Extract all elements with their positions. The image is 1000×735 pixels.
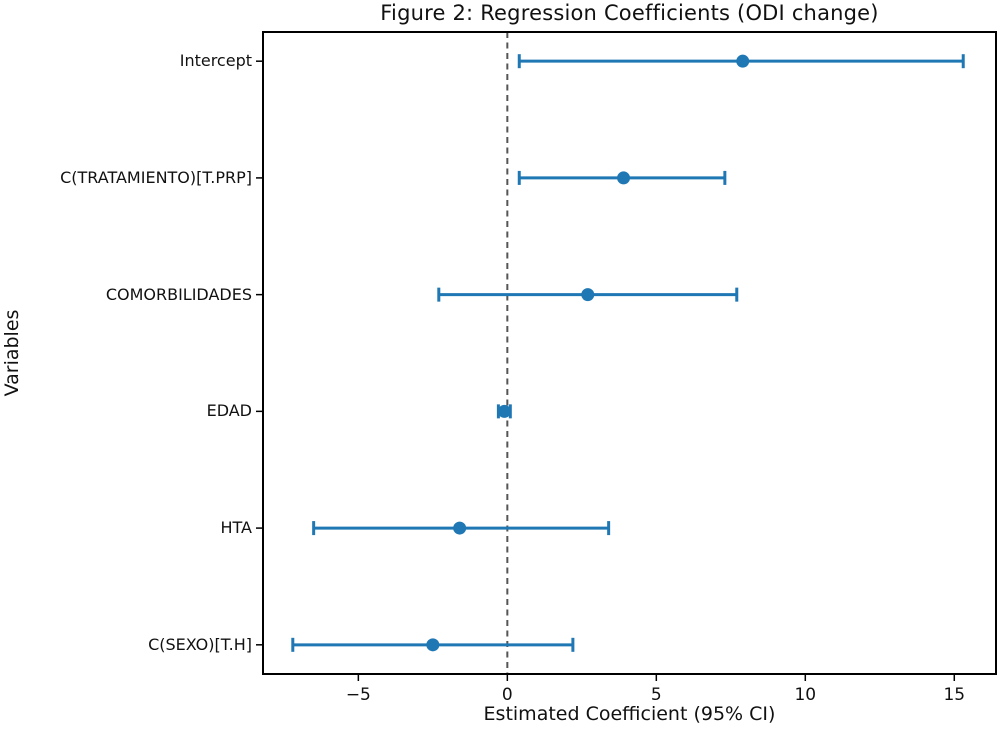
data-point-2 <box>581 288 595 302</box>
data-point-3 <box>497 404 511 418</box>
y-tick-label-1: C(TRATAMIENTO)[T.PRP] <box>60 167 252 187</box>
plot-border <box>262 31 997 675</box>
x-axis-label: Estimated Coefficient (95% CI) <box>483 703 776 725</box>
data-point-1 <box>617 171 631 185</box>
y-tick-label-0: Intercept <box>179 51 252 71</box>
x-tick-label-3: 10 <box>794 685 817 705</box>
x-tick-label-2: 5 <box>650 685 662 705</box>
x-tick-label-4: 15 <box>943 685 966 705</box>
y-axis-label: Variables <box>1 309 23 397</box>
data-point-5 <box>426 638 440 652</box>
y-tick-label-5: C(SEXO)[T.H] <box>148 634 252 654</box>
data-point-4 <box>453 521 467 535</box>
chart-title: Figure 2: Regression Coefficients (ODI c… <box>380 1 879 25</box>
data-point-0 <box>736 54 750 68</box>
y-tick-label-4: HTA <box>220 518 252 538</box>
y-tick-label-3: EDAD <box>206 401 252 421</box>
y-tick-label-2: COMORBILIDADES <box>105 284 252 304</box>
x-tick-label-0: −5 <box>345 685 371 705</box>
x-tick-label-1: 0 <box>501 685 513 705</box>
